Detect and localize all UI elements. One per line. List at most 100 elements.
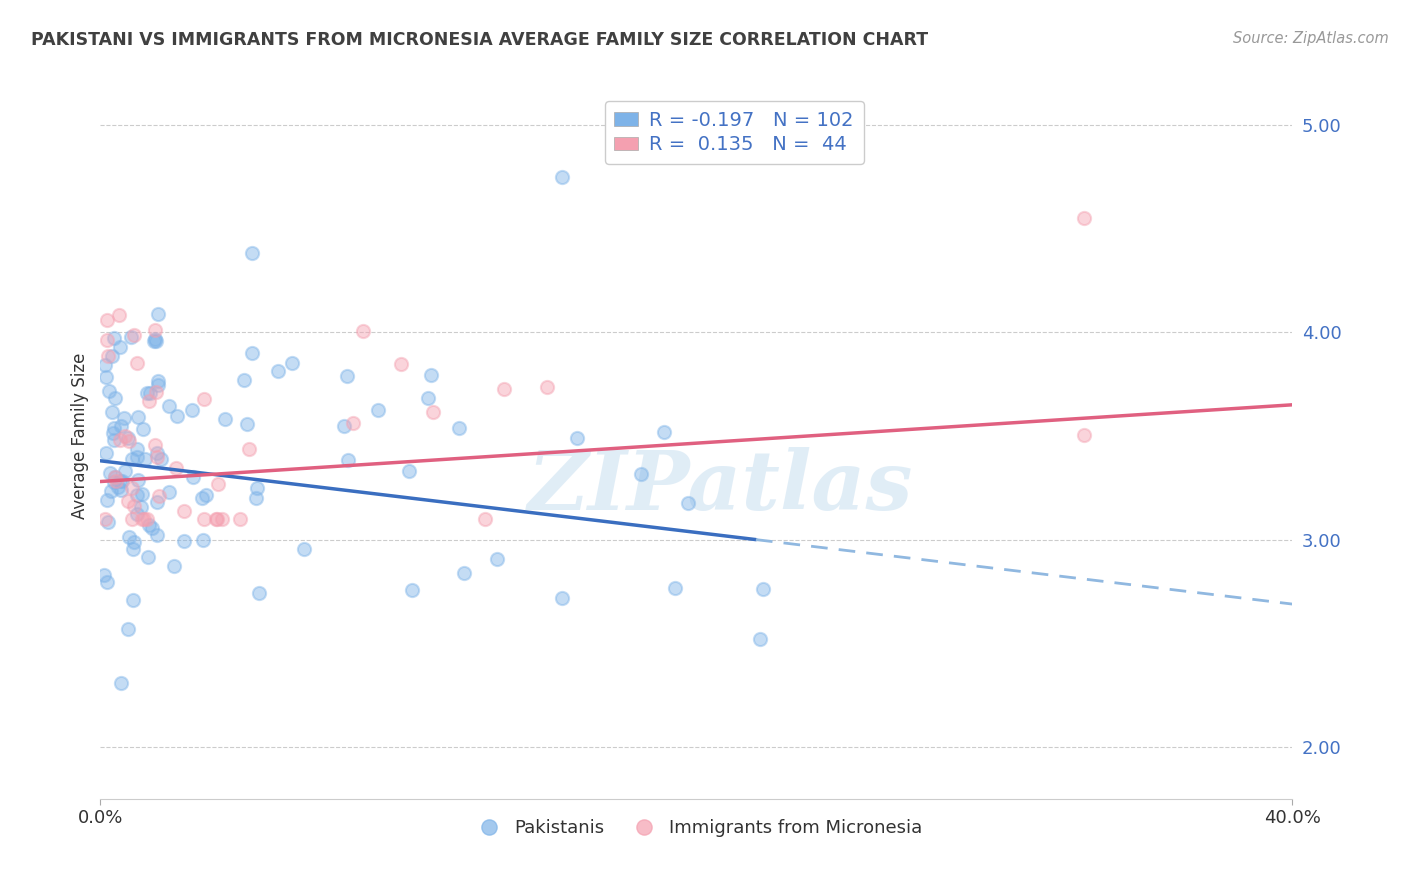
Point [191,533,214,547]
Point [565,431,588,445]
Point [114,429,136,443]
Point [141,521,163,535]
Point [214,412,236,426]
Point [97,384,120,399]
Point [181,403,204,417]
Point [398,464,420,478]
Point [112,410,135,425]
Point [195,488,218,502]
Point [136,386,159,401]
Point [104,470,127,484]
Point [236,417,259,431]
Point [117,431,139,445]
Point [124,499,146,513]
Point [96,493,118,508]
Point [389,357,412,371]
Point [748,632,770,647]
Point [117,623,139,637]
Point [146,374,169,388]
Point [136,512,159,526]
Point [1073,428,1095,442]
Point [138,394,160,409]
Point [149,452,172,467]
Point [193,392,215,407]
Point [101,405,124,419]
Point [122,541,145,556]
Point [103,331,125,345]
Point [121,451,143,466]
Point [111,474,134,488]
Point [110,483,132,497]
Text: ZIPatlas: ZIPatlas [527,447,912,526]
Point [127,356,149,370]
Point [205,512,228,526]
Point [292,542,315,557]
Point [367,403,389,417]
Point [143,438,166,452]
Point [1073,211,1095,226]
Point [401,583,423,598]
Text: Source: ZipAtlas.com: Source: ZipAtlas.com [1233,31,1389,46]
Point [118,434,141,449]
Point [105,474,128,488]
Point [138,518,160,533]
Point [107,308,129,322]
Point [101,426,124,441]
Point [117,494,139,508]
Point [131,487,153,501]
Point [131,512,153,526]
Point [247,586,270,600]
Point [98,466,121,480]
Point [146,495,169,509]
Point [143,323,166,337]
Point [238,442,260,457]
Point [96,312,118,326]
Point [145,385,167,400]
Point [422,405,444,419]
Point [120,330,142,344]
Point [134,512,156,526]
Point [121,512,143,526]
Point [104,470,127,484]
Point [240,346,263,360]
Point [165,460,187,475]
Point [678,495,700,509]
Point [551,591,574,606]
Point [96,333,118,347]
Point [342,416,364,430]
Point [121,481,143,495]
Point [114,463,136,477]
Point [416,392,439,406]
Point [139,386,162,401]
Point [166,409,188,423]
Point [336,368,359,383]
Point [173,533,195,548]
Point [97,349,120,363]
Point [103,434,125,448]
Point [193,512,215,526]
Point [157,399,180,413]
Point [551,169,574,184]
Point [474,512,496,526]
Point [752,582,775,596]
Point [207,477,229,491]
Point [127,473,149,487]
Point [453,566,475,581]
Point [233,373,256,387]
Point [127,450,149,465]
Point [125,442,148,456]
Point [204,512,226,526]
Point [103,421,125,435]
Point [157,485,180,500]
Point [352,324,374,338]
Point [100,484,122,499]
Point [110,675,132,690]
Point [93,568,115,582]
Point [183,470,205,484]
Point [492,382,515,396]
Point [246,481,269,495]
Point [148,307,170,321]
Point [240,245,263,260]
Legend: Pakistanis, Immigrants from Micronesia: Pakistanis, Immigrants from Micronesia [463,812,929,844]
Point [630,467,652,481]
